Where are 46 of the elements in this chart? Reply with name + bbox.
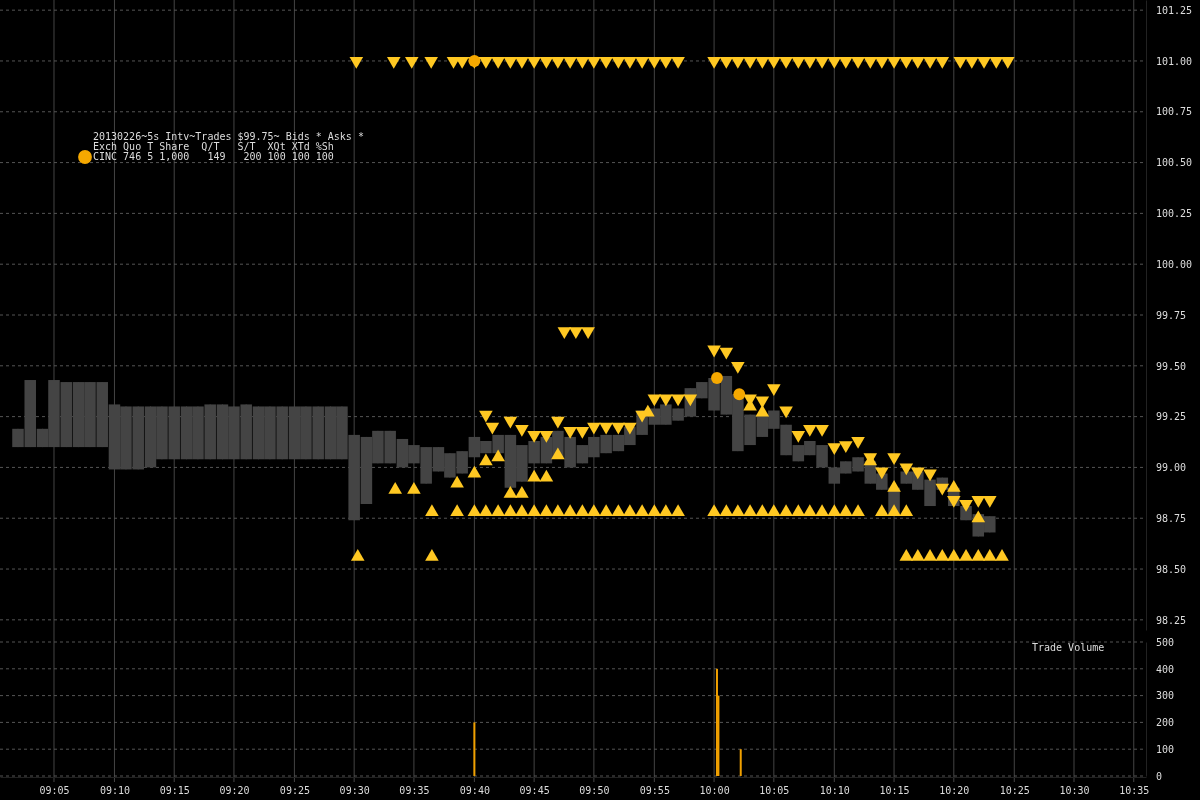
x-tick-label: 09:35: [399, 785, 430, 797]
y-tick-label: 400: [1156, 663, 1175, 675]
y-tick-label: 100.75: [1156, 106, 1193, 118]
x-tick-label: 09:40: [459, 785, 490, 797]
y-tick-label: 0: [1156, 770, 1163, 782]
x-tick-label: 10:00: [699, 785, 730, 797]
x-tick-label: 10:10: [819, 785, 850, 797]
x-tick-label: 10:30: [1059, 785, 1090, 797]
text: 20130226~5s Intv~Trades $99.75~ Bids * Asks *: [93, 131, 364, 142]
x-tick-label: 10:25: [999, 785, 1030, 797]
x-tick-label: 09:30: [339, 785, 370, 797]
x-tick-label: 09:15: [159, 785, 190, 797]
y-tick-label: 99.75: [1156, 309, 1187, 321]
x-tick-label: 09:10: [99, 785, 131, 797]
legend-title: Exch Quo T Share Q/T S/T XQt XTd %Sh: [93, 141, 334, 152]
x-tick-label: 09:25: [279, 785, 310, 797]
bar: [739, 749, 742, 776]
point: [711, 372, 723, 384]
point: [733, 388, 746, 401]
x-tick-label: 09:05: [39, 785, 70, 797]
y-tick-label: 100.25: [1156, 208, 1193, 220]
y-tick-label: 101.00: [1156, 55, 1193, 67]
y-tick-label: 200: [1156, 717, 1175, 729]
x-tick-label: 10:20: [939, 785, 970, 797]
chart-title: Trade Volume: [1032, 642, 1105, 653]
x-tick-label: 10:05: [759, 785, 790, 797]
bar: [473, 722, 476, 776]
y-tick-label: 100: [1156, 743, 1175, 755]
x-tick-label: 09:45: [519, 785, 550, 797]
y-tick-label: 98.50: [1156, 563, 1187, 575]
legend-label: CINC 746 5 1,000 149 200 100 100 100: [93, 151, 334, 162]
y-tick-label: 500: [1156, 636, 1175, 648]
x-tick-label: 10:35: [1119, 785, 1150, 797]
y-tick-label: 100.00: [1156, 258, 1193, 270]
y-tick-label: 98.25: [1156, 614, 1187, 626]
y-tick-label: 101.25: [1156, 4, 1193, 16]
x-tick-label: 09:50: [579, 785, 610, 797]
y-tick-label: 300: [1156, 690, 1175, 702]
y-tick-label: 98.75: [1156, 512, 1187, 524]
x-tick-label: 09:20: [219, 785, 250, 797]
y-tick-label: 99.00: [1156, 462, 1187, 474]
y-tick-label: 99.50: [1156, 360, 1187, 372]
x-tick-label: 09:55: [639, 785, 670, 797]
x-tick-label: 10:15: [879, 785, 910, 797]
y-tick-label: 99.25: [1156, 411, 1187, 423]
y-tick-label: 100.50: [1156, 157, 1193, 169]
